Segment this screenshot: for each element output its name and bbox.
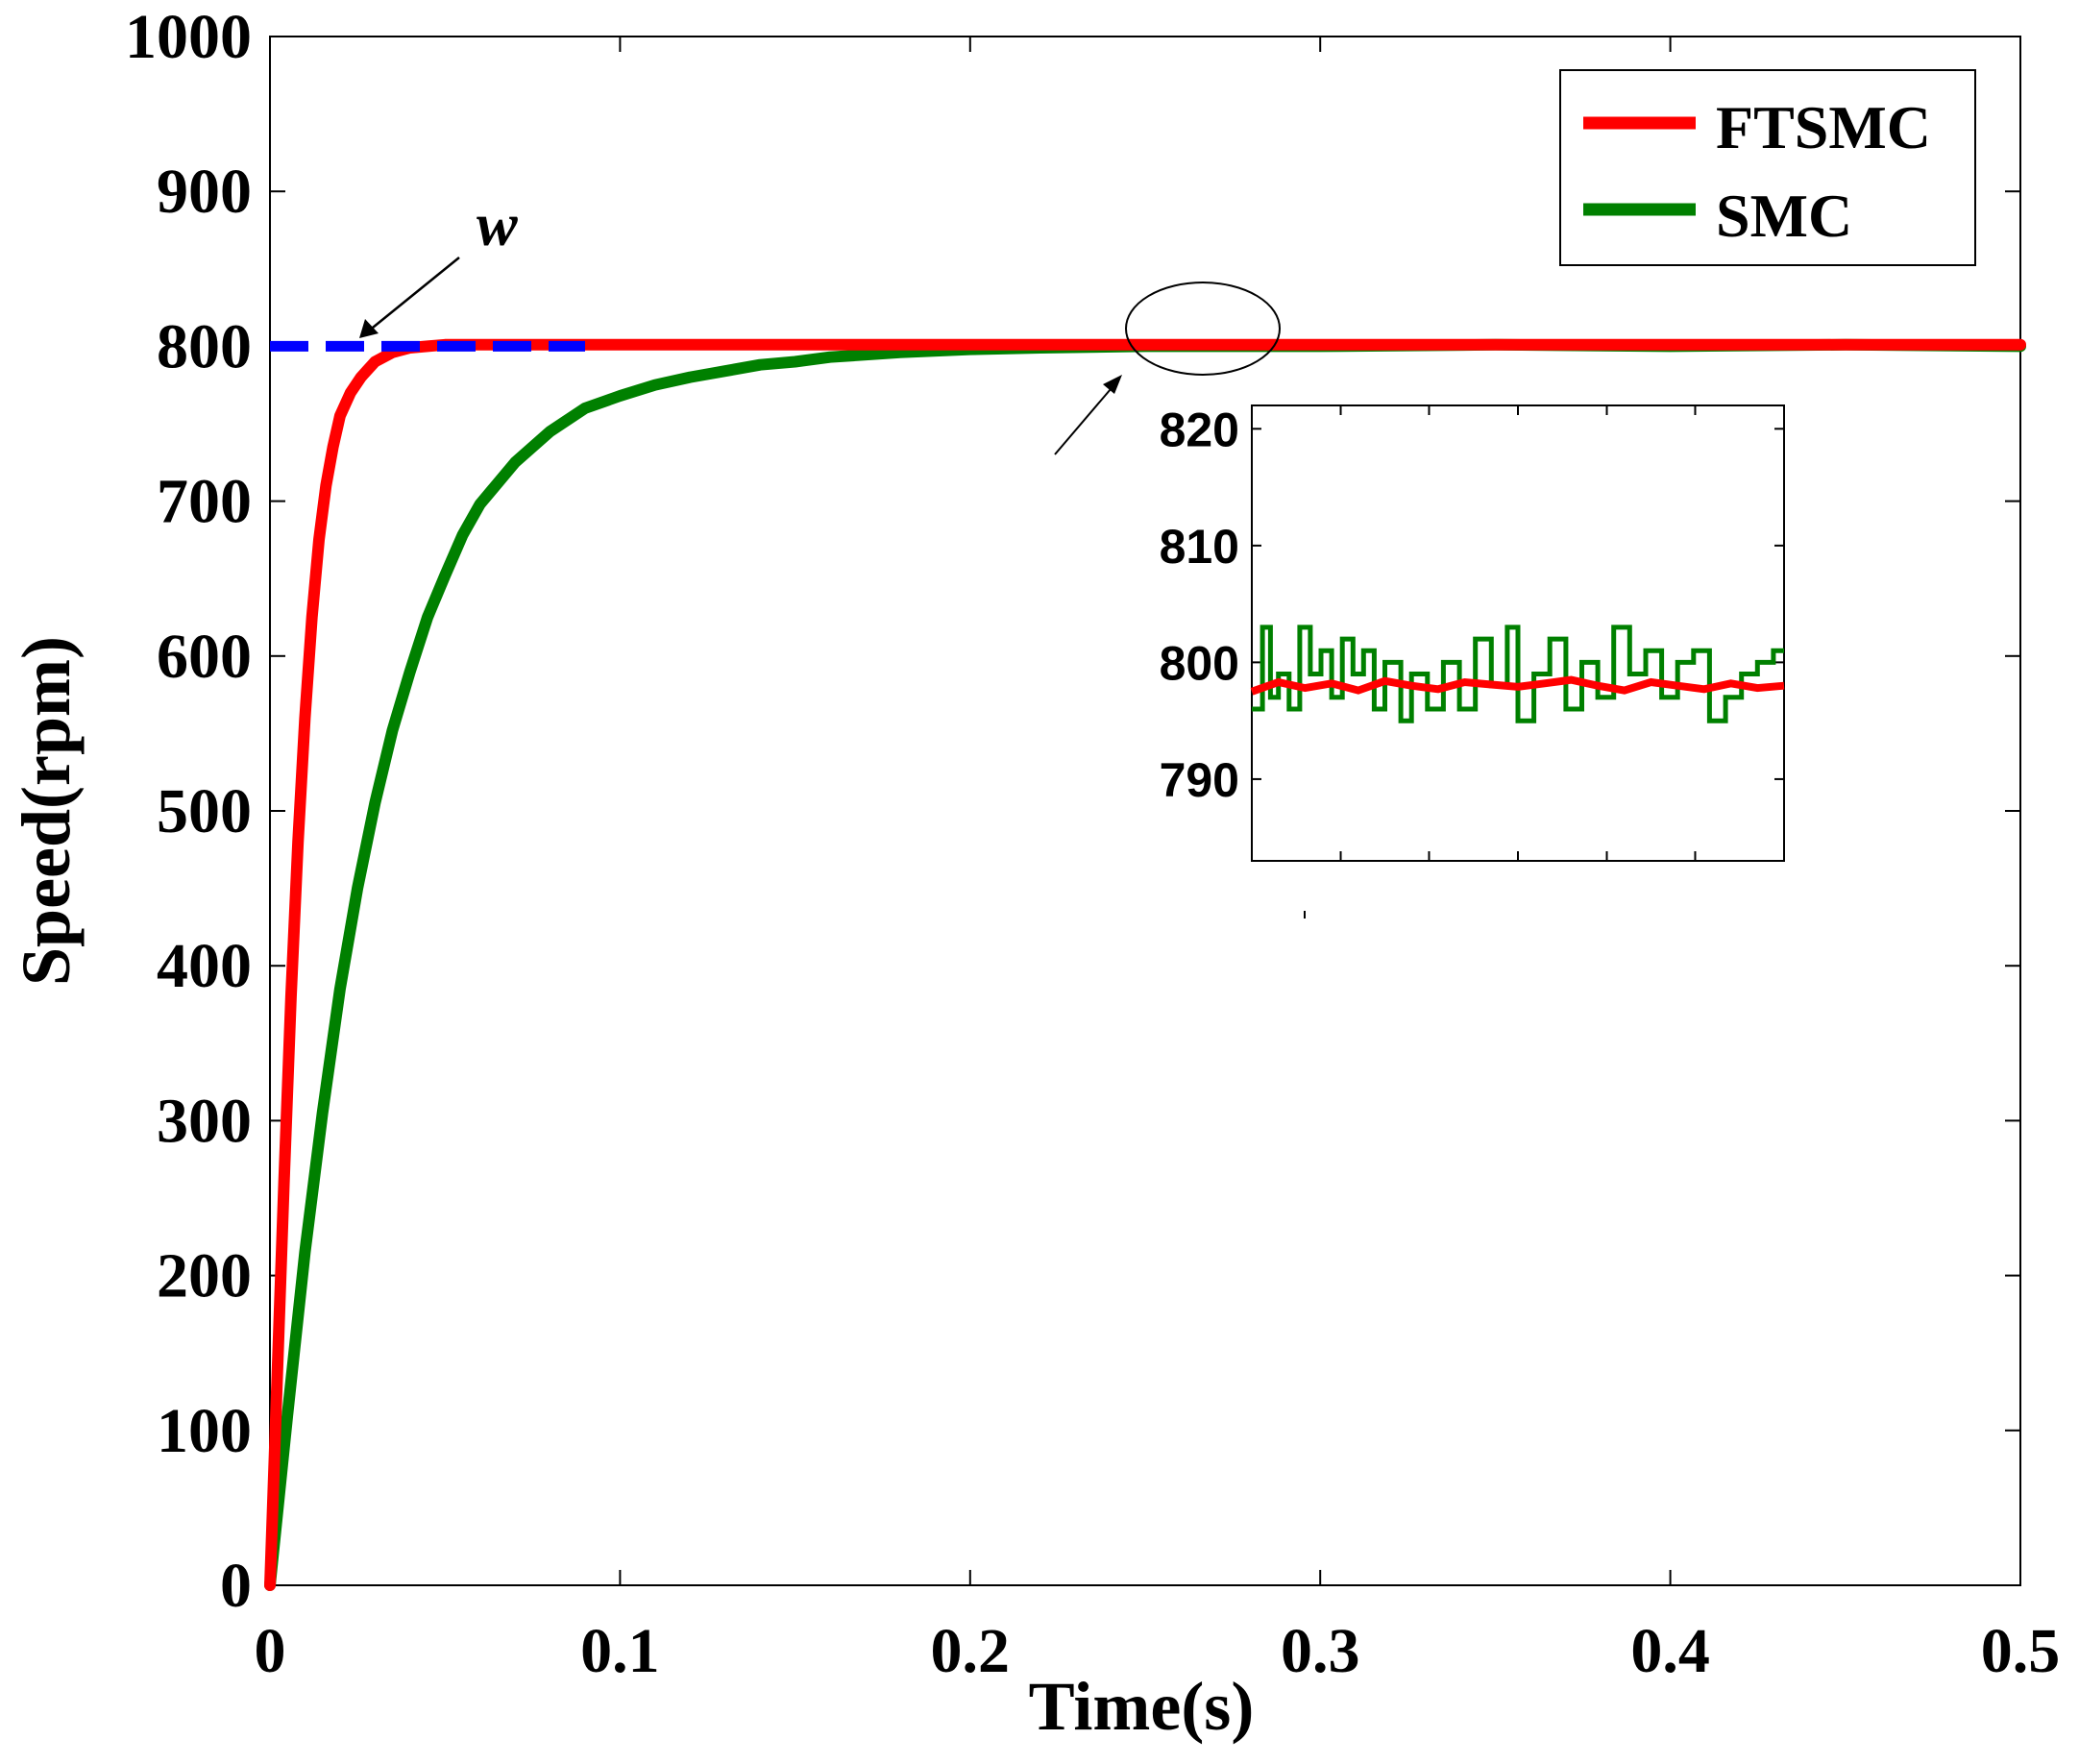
annotation-arrowhead [359,319,379,338]
x-tick-label: 0.1 [580,1616,660,1686]
series-lines [264,338,2026,1591]
series-line-ftsmc [264,338,2026,1591]
y-tick-label: 900 [157,157,252,227]
x-axis-label: Time(s) [1029,1668,1255,1745]
inset-y-tick-label: 820 [1160,403,1239,456]
y-tick-label: 800 [157,311,252,381]
inset-y-tick-label: 800 [1160,636,1239,690]
y-tick-label: 200 [157,1241,252,1311]
inset-y-tick-label: 810 [1160,520,1239,574]
x-tick-label: 0.4 [1630,1616,1710,1686]
x-tick-label: 0.3 [1281,1616,1360,1686]
x-tick-labels: 0 0.1 0.2 0.3 0.4 0.5 [255,1616,2061,1686]
y-tick-label: 400 [157,931,252,1001]
y-tick-label: 500 [157,776,252,846]
zoom-arrow-line [1054,381,1117,455]
legend-label-smc: SMC [1716,182,1852,250]
annotation-label-w: w [477,190,518,258]
inset-series-line-smc [1252,625,1784,723]
legend-label-ftsmc: FTSMC [1716,93,1931,161]
reference-annotation: w [359,190,518,338]
y-tick-label: 700 [157,467,252,537]
legend: FTSMC SMC [1559,69,1976,266]
x-tick-label: 0.2 [931,1616,1011,1686]
y-tick-label: 300 [157,1086,252,1156]
x-tick-label: 0.5 [1981,1616,2061,1686]
x-tick-label: 0 [255,1616,286,1686]
y-axis-label: Speed(rpm) [8,636,85,986]
annotation-arrow-line [367,257,460,332]
inset-zoom-plot: 790 800 810 820 [1160,403,1785,919]
inset-series-lines [1250,625,1785,723]
zoom-highlight-ellipse [1125,282,1281,376]
inset-y-tick-label: 790 [1160,753,1239,807]
y-tick-label: 100 [157,1396,252,1466]
y-tick-label: 1000 [125,2,252,72]
y-tick-label: 600 [157,622,252,692]
zoom-arrowhead [1103,375,1122,394]
inset-series-line-ftsmc [1250,675,1785,696]
inset-ticks [1252,405,1784,861]
legend-box [1559,69,1976,266]
inset-y-tick-labels: 790 800 810 820 [1160,403,1239,807]
y-tick-labels: 0 100 200 300 400 500 600 700 800 900 1000 [125,2,252,1621]
y-tick-label: 0 [220,1551,252,1621]
